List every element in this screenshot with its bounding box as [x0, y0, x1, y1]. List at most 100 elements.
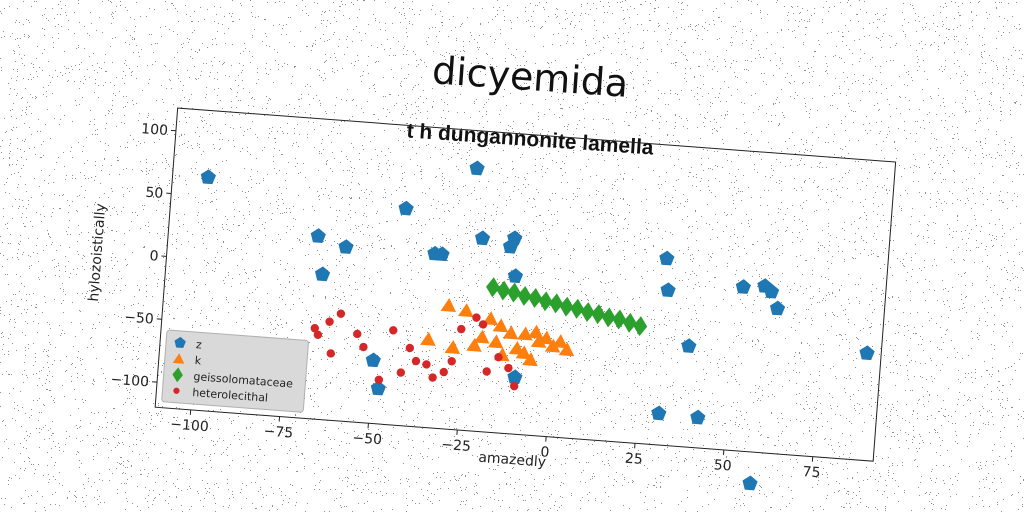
point-k [466, 337, 482, 352]
legend-marker-heterolecithal [173, 387, 180, 394]
point-heterolecithal [396, 368, 406, 377]
point-z [314, 266, 331, 282]
point-z [434, 246, 450, 262]
point-heterolecithal [310, 324, 319, 333]
point-k [420, 331, 436, 346]
point-heterolecithal [353, 329, 362, 339]
point-z [770, 300, 786, 316]
point-heterolecithal [509, 381, 519, 391]
point-k [440, 297, 457, 313]
plot-frame [154, 107, 897, 462]
point-heterolecithal [457, 324, 466, 334]
point-z [859, 345, 875, 361]
point-z [507, 369, 523, 385]
point-geissolomataceae [538, 291, 553, 312]
point-heterolecithal [428, 373, 437, 382]
point-geissolomataceae [507, 282, 522, 303]
point-z [365, 352, 381, 368]
point-z [742, 475, 758, 491]
point-heterolecithal [472, 313, 481, 322]
point-geissolomataceae [580, 302, 595, 323]
point-geissolomataceae [517, 285, 532, 306]
legend-label-z: z [195, 338, 202, 351]
point-heterolecithal [325, 317, 334, 326]
point-z [651, 405, 667, 421]
point-heterolecithal [447, 357, 456, 366]
y-axis-label: hylozoistically [86, 203, 109, 302]
data-marks [200, 160, 875, 491]
point-heterolecithal [374, 375, 384, 385]
point-heterolecithal [504, 363, 513, 373]
y-tick-label: −100 [110, 372, 150, 391]
x-tick-label: −50 [352, 430, 383, 448]
point-geissolomataceae [549, 293, 564, 314]
point-heterolecithal [359, 342, 368, 352]
point-k [502, 325, 519, 340]
x-axis-label: amazedly [478, 450, 547, 471]
point-k [487, 334, 504, 349]
point-geissolomataceae [486, 277, 501, 298]
legend-label-k: k [194, 354, 202, 367]
plot-group: −100 −75 −50 −25 0 25 50 75 −100 −50 0 50 100 zkgeis… [86, 107, 897, 491]
x-tick-label: −100 [170, 416, 210, 435]
legend-marker-k [172, 353, 185, 364]
point-geissolomataceae [601, 307, 616, 328]
point-k [552, 334, 568, 349]
point-k [530, 333, 547, 348]
point-heterolecithal [336, 309, 346, 318]
point-z [681, 338, 697, 353]
point-k [515, 345, 532, 360]
point-z [735, 279, 751, 294]
point-z [690, 409, 706, 425]
point-geissolomataceae [622, 312, 637, 333]
point-geissolomataceae [496, 280, 511, 301]
point-z [370, 380, 386, 396]
chart-title: dicyemida [431, 48, 630, 106]
point-z [507, 230, 523, 246]
y-tick-label: −50 [124, 309, 155, 327]
x-tick-label: 75 [802, 464, 821, 481]
point-k [444, 339, 461, 355]
chart-subtitle: t h dungannonite lamella [406, 119, 655, 159]
point-geissolomataceae [612, 309, 627, 330]
x-tick-label: −75 [263, 423, 294, 441]
point-heterolecithal [439, 367, 448, 377]
point-heterolecithal [389, 326, 398, 335]
x-tick-label: −25 [441, 437, 472, 455]
point-z [338, 239, 354, 254]
x-tick-label: 25 [624, 451, 643, 468]
point-heterolecithal [482, 367, 491, 376]
point-heterolecithal [405, 343, 415, 353]
point-k [492, 318, 509, 333]
point-k [458, 303, 474, 318]
x-tick-label: 50 [713, 457, 732, 474]
point-k [544, 338, 561, 353]
y-tick-label: 100 [141, 121, 169, 139]
point-geissolomataceae [633, 316, 648, 337]
point-k [527, 324, 544, 339]
y-tick-label: 0 [149, 248, 159, 265]
point-geissolomataceae [591, 304, 606, 325]
point-z [507, 268, 524, 284]
point-z [469, 160, 485, 176]
point-heterolecithal [494, 352, 503, 362]
point-z [475, 230, 491, 246]
point-k [558, 342, 575, 357]
point-z [764, 283, 780, 299]
point-k [473, 329, 490, 344]
point-heterolecithal [411, 356, 421, 366]
point-z [660, 282, 676, 298]
point-z [398, 200, 414, 216]
point-z [200, 169, 217, 185]
x-tick-label: 0 [540, 444, 550, 461]
legend-marker-z [174, 336, 186, 349]
y-tick-label: 50 [145, 185, 164, 202]
legend-box [161, 329, 309, 413]
point-geissolomataceae [559, 296, 574, 317]
axis-ticks: −100 −75 −50 −25 0 25 50 75 −100 −50 0 50 100 [110, 121, 821, 481]
point-geissolomataceae [570, 298, 585, 319]
point-heterolecithal [422, 360, 431, 369]
